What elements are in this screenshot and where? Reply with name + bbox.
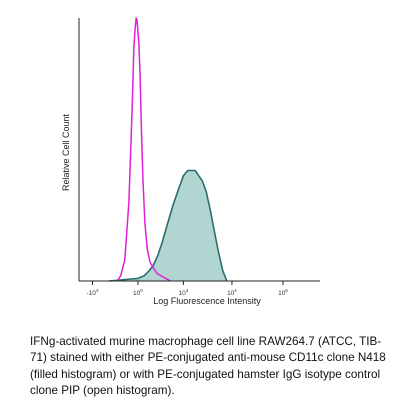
x-tick-label-1: 100 [133,288,143,297]
y-axis-label: Relative Cell Count [61,113,71,191]
histogram-chart: -103 100 103 104 105 Log Fluorescence Intensi… [61,17,320,306]
x-tick-label-3: 104 [227,288,237,297]
figure-caption: IFNg-activated murine macrophage cell li… [30,334,386,398]
x-tick-label-2: 103 [178,288,188,297]
histogram-fill-0 [109,170,227,281]
histogram-line-0 [108,169,228,282]
histogram-line-1 [116,17,171,282]
x-axis-label: Log Fluorescence Intensity [153,296,261,306]
x-tick-label-0: -103 [87,288,99,297]
x-tick-label-4: 105 [278,288,288,297]
